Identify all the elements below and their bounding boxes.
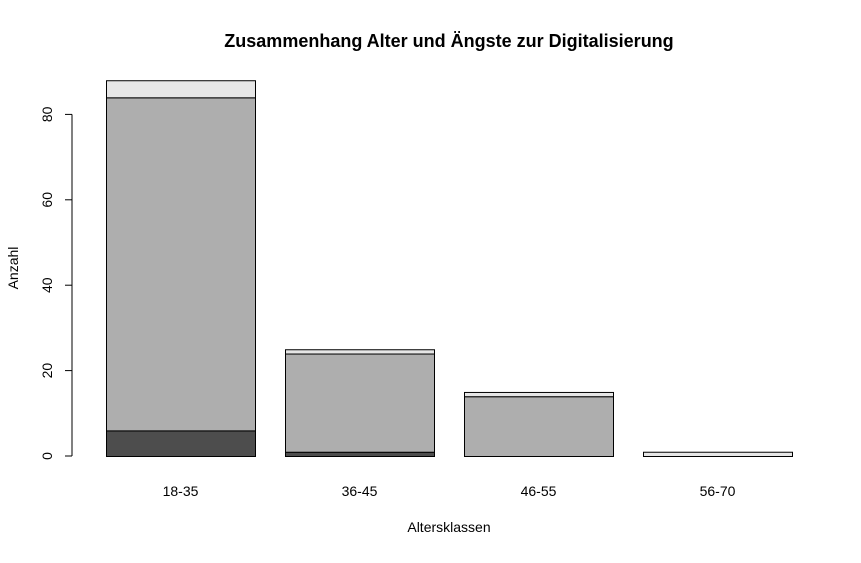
- chart-title: Zusammenhang Alter und Ängste zur Digita…: [224, 31, 673, 51]
- x-axis-ticks: 18-35 36-45 46-55 56-70: [163, 483, 736, 499]
- bar-segment-36-45-s3: [285, 349, 435, 355]
- y-tick-label: 0: [39, 452, 55, 460]
- bar-segment-36-45-s2: [285, 353, 435, 453]
- x-tick-label: 46-55: [521, 483, 557, 499]
- y-tick-label: 20: [39, 363, 55, 379]
- x-tick-label: 56-70: [700, 483, 736, 499]
- bars-group: [106, 80, 793, 458]
- x-axis-label: Altersklassen: [407, 519, 490, 535]
- y-axis: 0 20 40 60 80: [39, 106, 73, 460]
- y-tick-label: 40: [39, 277, 55, 293]
- x-tick-label: 18-35: [163, 483, 199, 499]
- bar-segment-18-35-s3: [106, 80, 256, 99]
- bar-segment-56-70-s3: [643, 451, 793, 458]
- bar-segment-18-35-s1: [106, 430, 256, 458]
- bar-segment-46-55-s2: [464, 396, 614, 457]
- bar-segment-18-35-s2: [106, 97, 256, 432]
- y-tick-label: 60: [39, 192, 55, 208]
- x-tick-label: 36-45: [342, 483, 378, 499]
- bar-segment-36-45-s1: [285, 451, 435, 458]
- y-tick-label: 80: [39, 106, 55, 122]
- y-axis-label: Anzahl: [5, 247, 21, 290]
- bar-segment-46-55-s3: [464, 391, 614, 398]
